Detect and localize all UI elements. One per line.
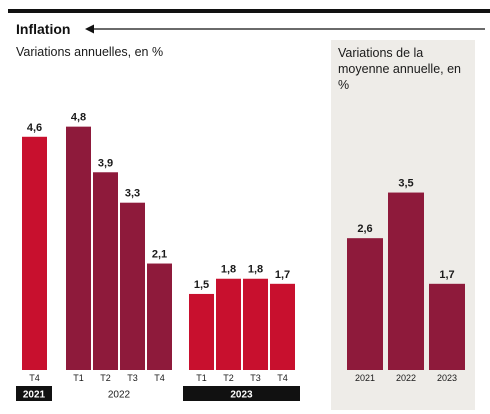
left-chart-subtitle: Variations annuelles, en % [16, 45, 164, 59]
bar [347, 238, 383, 370]
header-rule [8, 9, 490, 13]
data-label: 4,8 [71, 112, 86, 124]
x-tick-label: T2 [223, 373, 234, 383]
x-tick-label: T4 [29, 373, 40, 383]
bar [120, 202, 145, 370]
right-chart-subtitle: Variations de la moyenne annuelle, en % [338, 46, 462, 92]
x-tick-label: T2 [100, 373, 111, 383]
bar [216, 278, 241, 370]
year-box [183, 386, 300, 401]
bar [66, 126, 91, 370]
bar [22, 136, 47, 370]
data-label: 1,8 [221, 264, 236, 276]
x-tick-label: T3 [127, 373, 138, 383]
x-tick-label: T3 [250, 373, 261, 383]
x-tick-label: T4 [154, 373, 165, 383]
bar [189, 293, 214, 370]
x-tick-label: 2022 [396, 373, 416, 383]
data-label: 1,5 [194, 279, 209, 291]
arrow-left-icon [85, 24, 485, 34]
data-label: 2,1 [152, 249, 167, 261]
year-box [16, 386, 52, 401]
bar [243, 278, 268, 370]
year-label: 2023 [230, 390, 253, 401]
data-label: 3,5 [398, 178, 413, 190]
data-label: 3,3 [125, 188, 140, 200]
year-label: 2022 [108, 390, 131, 401]
data-label: 1,7 [439, 269, 454, 281]
data-label: 2,6 [357, 223, 372, 235]
bar [93, 172, 118, 370]
data-label: 4,6 [27, 122, 42, 134]
data-label: 1,7 [275, 269, 290, 281]
bar [388, 192, 424, 370]
year-label: 2021 [23, 390, 46, 401]
x-tick-label: 2021 [355, 373, 375, 383]
bar [147, 263, 172, 370]
x-tick-label: T4 [277, 373, 288, 383]
chart-title: Inflation [16, 21, 71, 37]
data-label: 3,9 [98, 157, 113, 169]
bar [429, 283, 465, 370]
x-tick-label: T1 [73, 373, 84, 383]
x-tick-label: 2023 [437, 373, 457, 383]
x-tick-label: T1 [196, 373, 207, 383]
data-label: 1,8 [248, 264, 263, 276]
bar [270, 283, 295, 370]
